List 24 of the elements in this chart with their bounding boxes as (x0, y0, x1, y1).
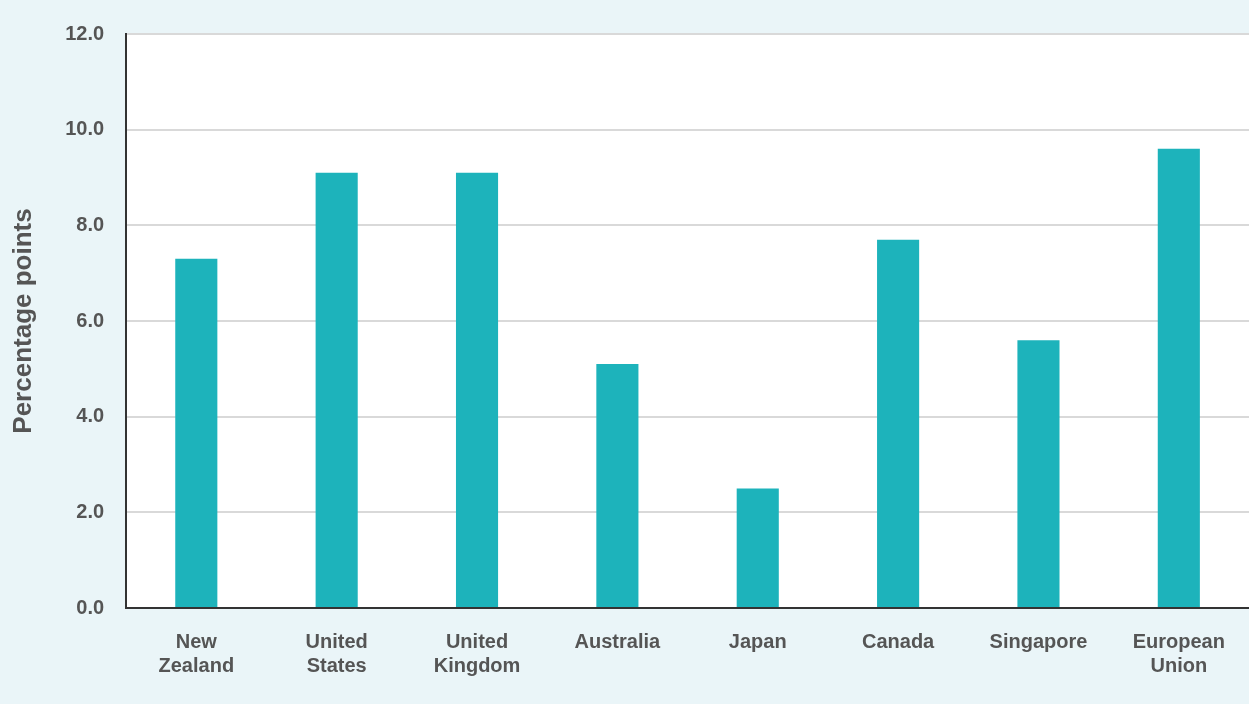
x-tick-label: Singapore (989, 629, 1088, 652)
bar (1157, 148, 1200, 607)
x-tick-label: Australia (574, 629, 662, 652)
bar (315, 172, 358, 607)
x-tick-label: Canada (861, 629, 936, 652)
x-tick-label: Japan (728, 629, 787, 652)
y-tick-label: 12.0 (65, 21, 105, 44)
bar (596, 364, 639, 607)
y-tick-label: 6.0 (76, 308, 105, 331)
y-tick-label: 2.0 (76, 499, 105, 522)
y-axis-title: Percentage points (6, 208, 37, 434)
x-tick-label: European Union (1132, 629, 1225, 676)
y-tick-label: 10.0 (65, 117, 105, 140)
x-tick-label: United Kingdom (433, 629, 521, 676)
y-tick-label: 4.0 (76, 404, 105, 427)
bar (877, 239, 920, 607)
y-tick-label: 8.0 (76, 212, 105, 235)
y-tick-label: 0.0 (76, 595, 105, 618)
x-tick-label: United States (305, 629, 368, 676)
bar (175, 258, 218, 607)
bar (1017, 340, 1060, 607)
bar (736, 488, 779, 607)
bar (455, 172, 499, 607)
x-tick-label: New Zealand (158, 629, 235, 676)
